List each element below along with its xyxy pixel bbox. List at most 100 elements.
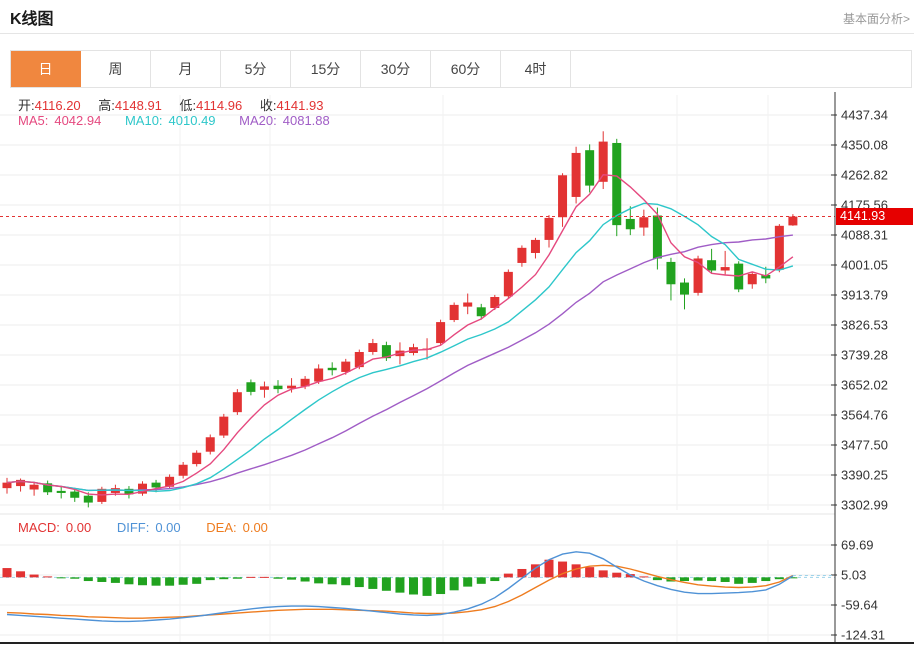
macd-bar xyxy=(56,577,66,579)
candle-body xyxy=(503,271,513,297)
macd-bar xyxy=(178,577,188,585)
macd-bar xyxy=(70,577,80,579)
high-label: 高: xyxy=(98,98,115,113)
candle-body xyxy=(639,217,649,228)
candle-body xyxy=(368,343,378,352)
tab-日[interactable]: 日 xyxy=(11,51,81,87)
macd-bar xyxy=(273,577,283,579)
candle-body xyxy=(354,351,364,368)
macd-bar xyxy=(124,577,134,585)
candle-body xyxy=(165,476,175,487)
macd-bar xyxy=(246,576,256,578)
main-axis-label: 4437.34 xyxy=(841,108,888,123)
ma5-value: 4042.94 xyxy=(54,113,102,128)
main-axis-label: 4088.31 xyxy=(841,228,888,243)
main-axis-label: 3826.53 xyxy=(841,318,888,333)
current-price-badge: 4141.93 xyxy=(836,208,913,225)
macd-bar xyxy=(774,577,784,580)
macd-bar xyxy=(734,577,744,584)
macd-bar xyxy=(585,567,595,578)
candle-body xyxy=(720,267,730,271)
main-axis-label: 3477.50 xyxy=(841,438,888,453)
macd-bar xyxy=(544,559,554,578)
macd-bar xyxy=(707,577,717,582)
tab-15分[interactable]: 15分 xyxy=(291,51,361,87)
tab-月[interactable]: 月 xyxy=(151,51,221,87)
macd-bar xyxy=(449,577,459,591)
macd-axis-label: -59.64 xyxy=(841,598,878,613)
macd-axis-label: 69.69 xyxy=(841,538,874,553)
macd-bar xyxy=(571,564,581,578)
candle-body xyxy=(558,175,568,218)
macd-bar xyxy=(287,577,297,580)
macd-bar xyxy=(612,572,622,578)
macd-bar xyxy=(138,577,147,586)
diff-line xyxy=(6,551,794,623)
candle-body xyxy=(612,142,622,226)
candle-body xyxy=(788,216,798,226)
candle-body xyxy=(300,378,310,387)
candle-body xyxy=(449,304,459,321)
macd-bar xyxy=(327,577,337,585)
macd-bar xyxy=(639,576,649,578)
macd-bar xyxy=(97,577,107,582)
candle-body xyxy=(436,322,446,344)
high-value: 4148.91 xyxy=(114,98,162,113)
macd-bar xyxy=(368,577,378,589)
macd-bar xyxy=(598,570,608,578)
candle-body xyxy=(666,261,676,285)
dea-value: 0.00 xyxy=(242,520,268,535)
macd-bar xyxy=(503,573,513,578)
tab-4时[interactable]: 4时 xyxy=(501,51,571,87)
diff-label: DIFF: xyxy=(116,520,150,535)
macd-bar xyxy=(354,577,364,588)
macd-bar xyxy=(341,577,351,586)
candle-body xyxy=(43,483,53,493)
candle-body xyxy=(476,307,486,317)
candle-body xyxy=(381,345,391,359)
tab-5分[interactable]: 5分 xyxy=(221,51,291,87)
main-axis-label: 3390.25 xyxy=(841,468,888,483)
macd-bar xyxy=(463,577,473,587)
macd-value: 0.00 xyxy=(65,520,92,535)
fundamental-analysis-link[interactable]: 基本面分析> xyxy=(842,12,910,26)
macd-bar xyxy=(788,577,798,579)
ma10-value: 4010.49 xyxy=(168,113,216,128)
main-axis-label: 3564.76 xyxy=(841,408,888,423)
tab-周[interactable]: 周 xyxy=(81,51,151,87)
tab-30分[interactable]: 30分 xyxy=(361,51,431,87)
candle-body xyxy=(680,282,689,295)
ma5-label: MA5: xyxy=(18,113,49,128)
main-axis-label: 3652.02 xyxy=(841,378,888,393)
macd-bar xyxy=(761,577,771,582)
macd-bar xyxy=(720,577,730,582)
macd-bar xyxy=(300,577,310,582)
tab-60分[interactable]: 60分 xyxy=(431,51,501,87)
period-tabbar: 日周月 5分 15分 30分 60分 4时 xyxy=(10,50,912,88)
macd-bar xyxy=(747,577,757,583)
candle-body xyxy=(693,258,703,293)
macd-bar xyxy=(29,574,39,578)
candle-body xyxy=(707,260,717,271)
candle-body xyxy=(138,483,147,494)
candle-body xyxy=(625,218,635,230)
macd-axis-label: 5.03 xyxy=(841,568,866,583)
macd-bar xyxy=(314,577,324,584)
candle-body xyxy=(70,491,80,498)
candle-body xyxy=(327,367,337,371)
candle-body xyxy=(463,302,473,307)
ma10-label: MA10: xyxy=(124,113,163,128)
macd-bar xyxy=(83,577,93,582)
candle-body xyxy=(287,385,297,389)
ohlc-legend: 开:4116.20 高:4148.91 低:4114.96 收:4141.93 xyxy=(18,95,337,114)
macd-bar xyxy=(151,577,161,586)
candle-body xyxy=(490,296,500,308)
macd-bar xyxy=(192,577,202,584)
macd-bar xyxy=(2,568,12,578)
macd-bar xyxy=(381,577,391,591)
candle-body xyxy=(652,215,662,259)
candle-body xyxy=(761,274,771,279)
macd-bar xyxy=(476,577,486,584)
macd-axis-label: -124.31 xyxy=(841,628,885,643)
